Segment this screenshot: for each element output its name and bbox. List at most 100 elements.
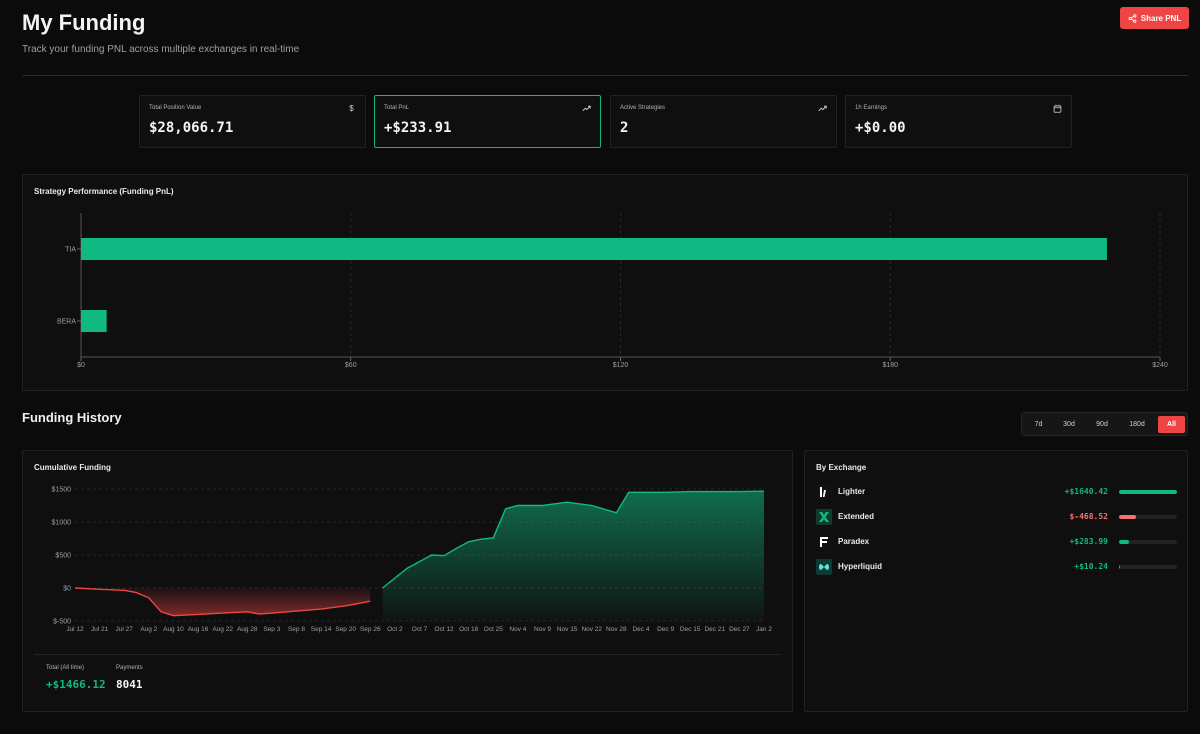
x-tick-label: Oct 25	[484, 626, 504, 633]
x-tick-label: Dec 15	[680, 626, 701, 633]
stat-card-total-pnl[interactable]: Total PnL +$233.91	[374, 95, 601, 148]
bar-tia	[81, 238, 1107, 260]
header-divider	[22, 75, 1188, 76]
x-tick-label: Sep 3	[263, 626, 280, 633]
exchange-share-bar	[1119, 490, 1177, 494]
dollar-icon: $	[349, 104, 354, 113]
y-tick-label: $1000	[52, 520, 72, 527]
x-tick-label: Oct 12	[435, 626, 455, 633]
x-tick-label: Nov 9	[534, 626, 551, 633]
positive-line	[382, 490, 765, 589]
stat-value: $28,066.71	[149, 120, 234, 136]
exchange-share-fill	[1119, 540, 1129, 544]
x-tick-label: $180	[882, 362, 898, 369]
x-tick-label: Dec 9	[657, 626, 674, 633]
range-7d-button[interactable]: 7d	[1034, 421, 1043, 428]
x-tick-label: Oct 18	[459, 626, 479, 633]
y-tick-label: $0	[63, 586, 71, 593]
x-tick-label: Aug 28	[237, 626, 258, 633]
exchange-value: +$283.99	[1069, 537, 1108, 546]
share-pnl-label: Share PNL	[1140, 13, 1182, 23]
range-90d-button[interactable]: 90d	[1096, 421, 1108, 428]
exchange-share-bar	[1119, 515, 1177, 519]
x-tick-label: Oct 2	[387, 626, 403, 633]
x-tick-label: $0	[77, 362, 85, 369]
total-all-time-label: Total (All time)	[46, 665, 85, 671]
stat-value: +$233.91	[384, 120, 452, 136]
strategy-panel-title: Strategy Performance (Funding PnL)	[34, 187, 174, 196]
x-tick-label: Aug 10	[163, 626, 184, 633]
range-180d-button[interactable]: 180d	[1129, 421, 1145, 428]
exchange-value: $-468.52	[1069, 512, 1108, 521]
x-tick-label: Nov 28	[606, 626, 627, 633]
payments-label: Payments	[116, 665, 143, 671]
x-tick-label: Nov 22	[581, 626, 602, 633]
x-tick-label: Nov 4	[509, 626, 526, 633]
exchange-row-paradex[interactable]: Paradex +$283.99	[816, 534, 1178, 550]
stat-label: Total Position Value	[149, 105, 202, 111]
stat-label: 1h Earnings	[855, 105, 888, 111]
calendar-icon	[1053, 104, 1062, 113]
exchange-name: Paradex	[838, 537, 870, 546]
x-tick-label: Dec 4	[632, 626, 649, 633]
x-tick-label: $240	[1152, 362, 1168, 369]
exchange-row-hyperliquid[interactable]: Hyperliquid +$10.24	[816, 559, 1178, 575]
share-pnl-button[interactable]: Share PNL	[1120, 7, 1189, 29]
exchange-row-lighter[interactable]: Lighter +$1640.42	[816, 484, 1178, 500]
share-icon	[1128, 13, 1137, 23]
y-tick-label: $1500	[52, 487, 72, 494]
x-tick-label: $60	[345, 362, 357, 369]
by-exchange-panel: By Exchange Lighter +$1640.42 Extended $…	[804, 450, 1188, 712]
x-tick-label: Aug 22	[212, 626, 233, 633]
exchange-row-extended[interactable]: Extended $-468.52	[816, 509, 1178, 525]
payments-value: 8041	[116, 678, 143, 691]
exchange-share-fill	[1119, 515, 1136, 519]
x-tick-label: Jul 21	[91, 626, 109, 633]
by-exchange-title: By Exchange	[816, 463, 867, 472]
positive-area	[382, 491, 764, 621]
exchange-value: +$1640.42	[1064, 487, 1108, 496]
stat-label: Total PnL	[384, 105, 410, 111]
x-tick-label: Sep 14	[311, 626, 332, 633]
stat-card-total-position-value: Total Position Value $28,066.71 $	[139, 95, 366, 148]
x-tick-label: Aug 2	[140, 626, 157, 633]
exchange-share-bar	[1119, 565, 1177, 569]
exchange-share-fill	[1119, 565, 1120, 569]
negative-area	[75, 588, 371, 616]
range-all-button[interactable]: All	[1158, 416, 1185, 433]
strategy-bar-chart: $0 $60 $120 $180 $240 TIA BERA	[57, 213, 1168, 369]
total-all-time-value: +$1466.12	[46, 678, 106, 691]
exchange-share-bar	[1119, 540, 1177, 544]
x-tick-label: Nov 15	[557, 626, 578, 633]
bar-bera	[81, 310, 107, 332]
range-30d-button[interactable]: 30d	[1063, 421, 1075, 428]
y-tick-label: TIA	[65, 247, 76, 254]
y-tick-label: $-500	[53, 619, 71, 626]
strategy-performance-panel: Strategy Performance (Funding PnL) $0 $60…	[22, 174, 1188, 391]
trending-up-icon	[818, 104, 827, 113]
page-title: My Funding	[22, 10, 146, 35]
x-tick-label: Oct 7	[412, 626, 428, 633]
stat-card-1h-earnings: 1h Earnings +$0.00	[845, 95, 1072, 148]
stat-card-active-strategies: Active Strategies 2	[610, 95, 837, 148]
cumulative-funding-panel: Cumulative Funding $1500 $1000 $500 $0 $-500…	[22, 450, 793, 712]
chart-footer-divider	[34, 654, 781, 655]
range-selector: 7d 30d 90d 180d All	[1021, 412, 1188, 436]
cumulative-panel-title: Cumulative Funding	[34, 463, 111, 472]
x-tick-label: Sep 26	[360, 626, 381, 633]
exchange-value: +$10.24	[1074, 562, 1108, 571]
hyperliquid-logo-icon	[816, 559, 832, 575]
x-tick-label: Sep 8	[288, 626, 305, 633]
exchange-share-fill	[1119, 490, 1177, 494]
x-tick-label: Jul 12	[66, 626, 84, 633]
stat-value: 2	[620, 120, 629, 136]
x-tick-label: Dec 27	[729, 626, 750, 633]
stat-label: Active Strategies	[620, 105, 666, 111]
exchange-name: Lighter	[838, 487, 866, 496]
x-tick-label: $120	[613, 362, 629, 369]
exchange-name: Extended	[838, 512, 875, 521]
x-tick-label: Dec 21	[704, 626, 725, 633]
y-tick-label: BERA	[57, 319, 76, 326]
trending-up-icon	[582, 104, 591, 113]
